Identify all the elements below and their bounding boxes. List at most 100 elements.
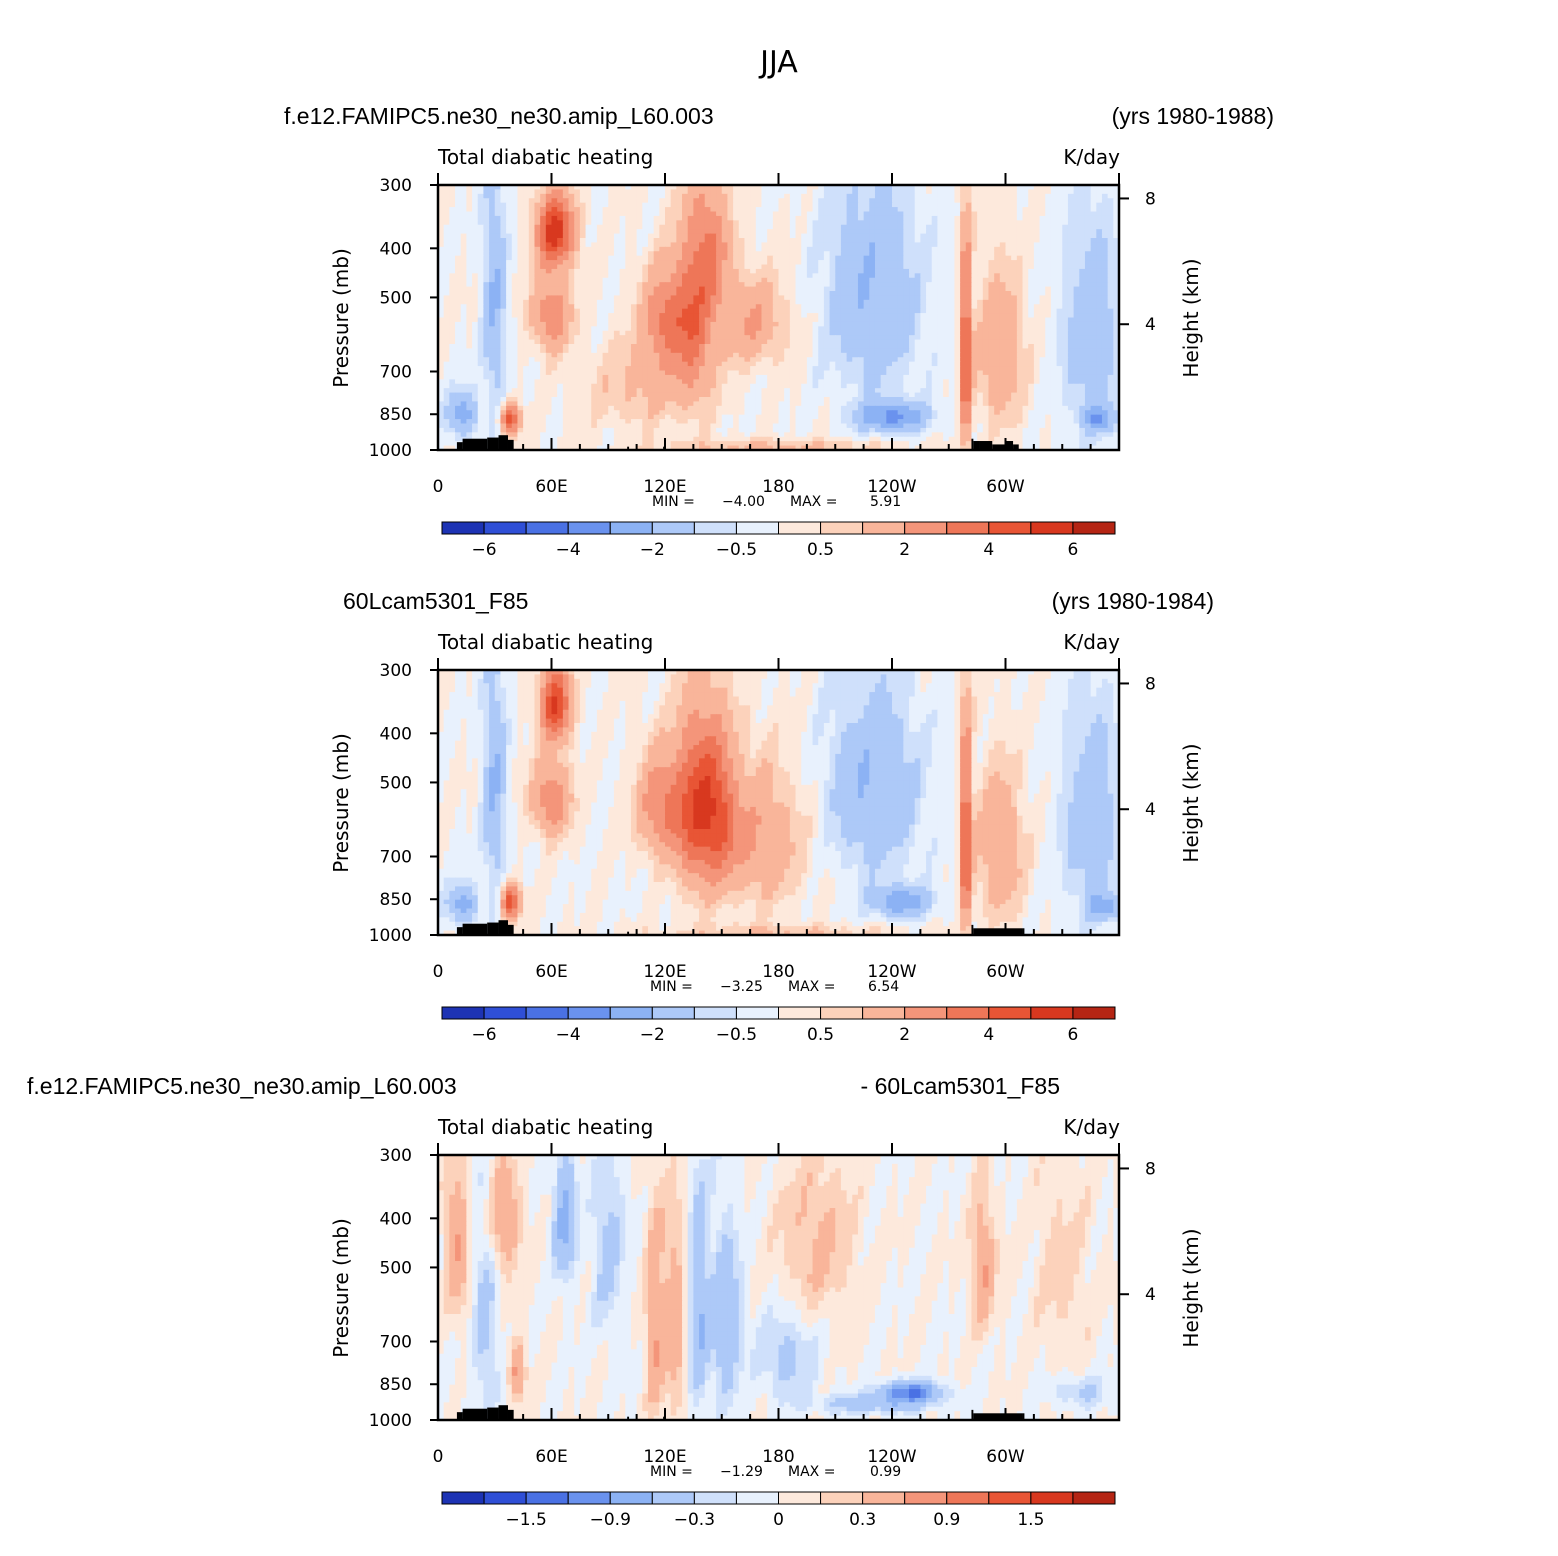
heatmap-cell: [818, 348, 824, 353]
heatmap-cell: [506, 260, 512, 265]
heatmap-cell: [506, 278, 512, 283]
heatmap-cell: [534, 229, 540, 234]
heatmap-cell: [1006, 322, 1012, 327]
heatmap-cell: [1045, 273, 1051, 278]
heatmap-cell: [727, 238, 733, 243]
heatmap-cell: [864, 207, 870, 212]
heatmap-cell: [869, 287, 875, 292]
heatmap-cell: [1074, 247, 1080, 252]
heatmap-cell: [1040, 256, 1046, 261]
heatmap-cell: [892, 313, 898, 318]
heatmap-cell: [943, 300, 949, 305]
heatmap-cell: [796, 300, 802, 305]
heatmap-cell: [659, 313, 665, 318]
heatmap-cell: [625, 216, 631, 221]
heatmap-cell: [620, 322, 626, 327]
heatmap-cell: [512, 287, 518, 292]
heatmap-cell: [796, 234, 802, 239]
heatmap-cell: [563, 295, 569, 300]
heatmap-cell: [654, 366, 660, 371]
heatmap-cell: [818, 194, 824, 199]
heatmap-cell: [1062, 326, 1068, 331]
heatmap-cell: [852, 340, 858, 345]
heatmap-cell: [676, 322, 682, 327]
heatmap-cell: [767, 287, 773, 292]
heatmap-cell: [886, 212, 892, 217]
heatmap-cell: [1079, 234, 1085, 239]
heatmap-cell: [557, 362, 563, 367]
heatmap-cell: [659, 194, 665, 199]
heatmap-cell: [512, 229, 518, 234]
heatmap-cell: [483, 247, 489, 252]
heatmap-cell: [478, 247, 484, 252]
heatmap-cell: [699, 366, 705, 371]
heatmap-cell: [705, 357, 711, 362]
heatmap-cell: [1028, 362, 1034, 367]
heatmap-cell: [540, 225, 546, 230]
heatmap-cell: [597, 348, 603, 353]
heatmap-cell: [801, 198, 807, 203]
heatmap-cell: [534, 234, 540, 239]
heatmap-cell: [943, 309, 949, 314]
heatmap-cell: [739, 265, 745, 270]
heatmap-cell: [1062, 340, 1068, 345]
heatmap-cell: [1017, 335, 1023, 340]
heatmap-cell: [852, 251, 858, 256]
heatmap-cell: [659, 269, 665, 274]
heatmap-cell: [1062, 229, 1068, 234]
heatmap-cell: [830, 357, 836, 362]
heatmap-cell: [1096, 269, 1102, 274]
heatmap-cell: [813, 225, 819, 230]
heatmap-cell: [875, 318, 881, 323]
heatmap-cell: [529, 229, 535, 234]
heatmap-cell: [977, 198, 983, 203]
heatmap-cell: [937, 229, 943, 234]
heatmap-cell: [620, 216, 626, 221]
heatmap-cell: [909, 265, 915, 270]
heatmap-cell: [586, 225, 592, 230]
heatmap-cell: [569, 189, 575, 194]
heatmap-cell: [744, 189, 750, 194]
heatmap-cell: [790, 304, 796, 309]
heatmap-cell: [1023, 322, 1029, 327]
heatmap-cell: [1051, 353, 1057, 358]
heatmap-cell: [540, 242, 546, 247]
heatmap-cell: [767, 278, 773, 283]
heatmap-cell: [466, 242, 472, 247]
heatmap-cell: [756, 344, 762, 349]
heatmap-cell: [892, 348, 898, 353]
heatmap-cell: [642, 331, 648, 336]
heatmap-cell: [512, 273, 518, 278]
heatmap-cell: [807, 309, 813, 314]
heatmap-cell: [983, 348, 989, 353]
heatmap-cell: [478, 326, 484, 331]
heatmap-cell: [1017, 212, 1023, 217]
heatmap-cell: [818, 318, 824, 323]
heatmap-cell: [506, 247, 512, 252]
heatmap-cell: [784, 229, 790, 234]
heatmap-cell: [796, 198, 802, 203]
heatmap-cell: [557, 344, 563, 349]
heatmap-cell: [937, 348, 943, 353]
heatmap-cell: [898, 234, 904, 239]
heatmap-cell: [1017, 265, 1023, 270]
heatmap-cell: [722, 295, 728, 300]
heatmap-cell: [1011, 242, 1017, 247]
heatmap-cell: [546, 238, 552, 243]
heatmap-cell: [705, 287, 711, 292]
heatmap-cell: [858, 278, 864, 283]
heatmap-cell: [659, 229, 665, 234]
heatmap-cell: [739, 234, 745, 239]
heatmap-cell: [841, 344, 847, 349]
heatmap-cell: [807, 220, 813, 225]
heatmap-cell: [761, 225, 767, 230]
heatmap-cell: [642, 278, 648, 283]
heatmap-cell: [1079, 322, 1085, 327]
heatmap-cell: [444, 300, 450, 305]
heatmap-cell: [727, 353, 733, 358]
heatmap-cell: [852, 287, 858, 292]
heatmap-cell: [659, 278, 665, 283]
heatmap-cell: [1017, 331, 1023, 336]
heatmap-cell: [779, 216, 785, 221]
heatmap-cell: [920, 265, 926, 270]
